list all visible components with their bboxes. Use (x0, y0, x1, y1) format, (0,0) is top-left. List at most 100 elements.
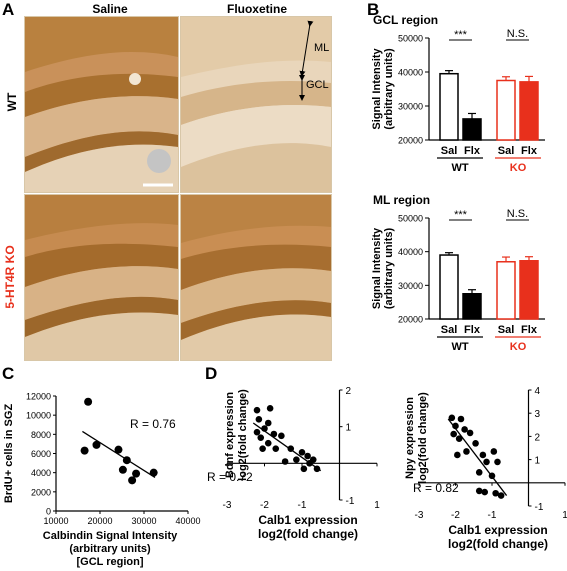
y-tick-label: 12000 (26, 392, 51, 402)
x-tick-label: Sal (498, 145, 515, 157)
bar (496, 261, 516, 320)
y-axis-label: Npy expressionlog2(fold change) (404, 392, 429, 484)
data-point (84, 397, 93, 406)
chart-bdnf-calb1: -1 1 2 -3 -2 -1 1 Bdnf expressionlog2(fold chan… (207, 386, 380, 541)
y-axis-label: Bdnf expressionlog2(fold change) (224, 389, 249, 481)
column-header-fluoxetine: Fluoxetine (226, 2, 287, 16)
y-tick-label: 6000 (31, 449, 51, 459)
x-tick-label: 30000 (131, 516, 156, 526)
chart-ml-region: ML region Signal Intensity(arbitrary unit… (371, 193, 545, 353)
chart-title: GCL region (373, 13, 438, 27)
y-tick-label: 8000 (31, 430, 51, 440)
bar (519, 260, 539, 320)
y-tick-label: -1 (346, 496, 355, 507)
data-point (461, 426, 468, 433)
data-point (80, 446, 89, 455)
x-tick-label: Flx (464, 324, 481, 336)
group-label-ko: KO (510, 341, 527, 353)
data-point (281, 458, 289, 465)
x-tick-label: -1 (298, 500, 307, 511)
y-tick-label: 30000 (398, 281, 423, 291)
data-point (472, 440, 479, 447)
correlation-label: R = 0.76 (130, 417, 176, 431)
data-point (494, 458, 501, 466)
data-point (118, 465, 127, 474)
x-tick-label: 1 (374, 500, 380, 511)
data-point (255, 416, 263, 423)
data-point (466, 429, 474, 437)
label-gcl: GCL (306, 79, 329, 91)
panel-letter-c: C (2, 364, 15, 383)
sig-label-ko: N.S. (507, 208, 528, 220)
data-point (304, 452, 311, 460)
data-point (448, 414, 456, 422)
y-tick-label: 2 (535, 432, 541, 443)
sig-label-wt: *** (454, 29, 468, 41)
row-label-wt: WT (5, 92, 19, 112)
data-point (92, 440, 101, 449)
panel-letter-d: D (205, 364, 218, 383)
x-tick-label: 1 (562, 510, 567, 521)
y-tick-label: -1 (535, 502, 544, 513)
data-point (452, 422, 459, 430)
data-point (306, 460, 313, 467)
bar (439, 72, 459, 141)
y-axis-label: Signal Intensity(arbitrary units) (371, 227, 395, 309)
data-point (266, 405, 274, 412)
data-point (483, 458, 490, 466)
data-point (261, 425, 268, 432)
x-tick-label: Flx (521, 145, 538, 157)
y-tick-label: 4 (535, 386, 541, 397)
micrograph-ko-saline (24, 194, 179, 361)
data-point (479, 451, 487, 459)
bar (462, 118, 482, 141)
chart-title: ML region (373, 193, 430, 207)
data-point (454, 451, 461, 459)
x-tick-label: Sal (441, 145, 458, 157)
label-ml: ML (314, 42, 330, 54)
data-point (293, 456, 300, 463)
chart-brdu-calbindin: 0 2000 4000 6000 8000 10000 12000 10000 20000 300… (3, 392, 201, 569)
x-tick-label: Sal (498, 324, 515, 336)
data-point (149, 468, 158, 477)
data-point (298, 449, 306, 456)
y-tick-label: 20000 (398, 136, 423, 146)
data-point (488, 472, 496, 480)
chart-gcl-region: GCL region Signal Intensity(arbitrary uni… (371, 13, 545, 174)
data-point (259, 445, 266, 452)
panel-letter-a: A (2, 0, 15, 19)
y-tick-label: 2 (346, 386, 352, 397)
sig-label-ko: N.S. (507, 28, 528, 40)
column-header-saline: Saline (92, 2, 128, 16)
x-tick-label: Flx (521, 324, 538, 336)
sig-label-wt: *** (454, 209, 468, 221)
y-tick-label: 50000 (398, 214, 423, 224)
data-point (287, 445, 295, 452)
y-tick-label: 3 (535, 409, 541, 420)
chart-npy-calb1: -1 1 2 3 4 -3 -2 -1 1 Npy expressionlog2(fold cha… (404, 386, 567, 551)
data-point (253, 406, 261, 414)
x-tick-label: Sal (441, 324, 458, 336)
regression-line (82, 430, 156, 479)
y-tick-label: 30000 (398, 102, 423, 112)
data-point (253, 428, 261, 436)
y-tick-label: 0 (46, 507, 51, 517)
y-tick-label: 40000 (398, 247, 423, 257)
correlation-label: R = 0.82 (413, 481, 459, 495)
y-tick-label: 2000 (31, 487, 51, 497)
y-tick-label: 40000 (398, 68, 423, 78)
x-tick-label: -2 (260, 500, 269, 511)
data-point (300, 465, 308, 473)
data-point (272, 445, 280, 452)
micrograph-wt-saline (24, 16, 179, 193)
y-tick-label: 20000 (398, 315, 423, 325)
row-label-ko: 5-HT4R KO (3, 245, 17, 309)
x-tick-label: -3 (415, 510, 424, 521)
data-point (497, 492, 505, 499)
y-axis-label: Signal Intensity(arbitrary units) (371, 47, 395, 129)
data-point (278, 432, 285, 440)
data-point (463, 448, 470, 455)
y-axis-label: BrdU+ cells in SGZ (3, 404, 15, 504)
data-point (481, 488, 488, 496)
x-axis-label: Calb1 expression log2(fold change) (258, 513, 358, 541)
